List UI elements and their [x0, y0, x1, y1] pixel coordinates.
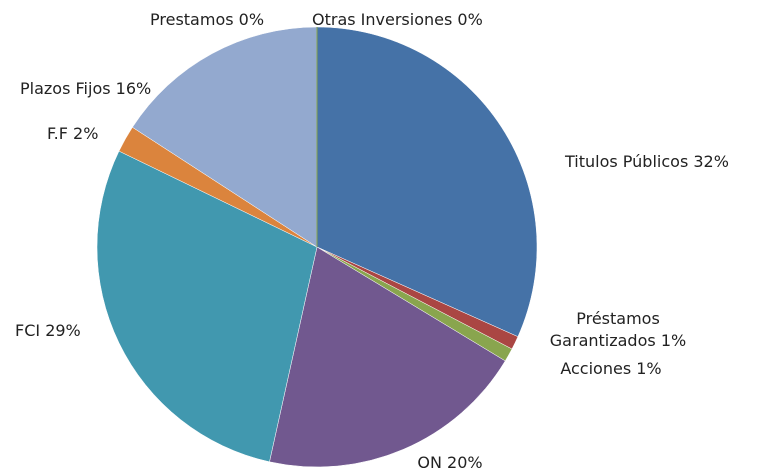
- category-label: Acciones: [560, 359, 632, 378]
- category-label: Prestamos: [150, 10, 234, 29]
- value-label: 32%: [693, 152, 729, 171]
- pie-slice: [96, 150, 318, 463]
- slice-label: F.F 2%: [47, 123, 147, 145]
- category-label: Préstamos Garantizados: [549, 309, 660, 350]
- pie-slice: [132, 26, 318, 248]
- category-label: FCI: [15, 321, 41, 340]
- slice-label: Otras Inversiones 0%: [312, 9, 532, 31]
- value-label: 0%: [457, 10, 483, 29]
- slice-label: Plazos Fijos 16%: [20, 78, 220, 100]
- category-label: F.F: [47, 124, 68, 143]
- value-label: 2%: [73, 124, 99, 143]
- value-label: 1%: [636, 359, 662, 378]
- category-label: Plazos Fijos: [20, 79, 111, 98]
- slice-label: FCI 29%: [15, 320, 135, 342]
- slice-label: Préstamos Garantizados 1%: [533, 308, 703, 352]
- pie-slice: [316, 26, 538, 338]
- category-label: Otras Inversiones: [312, 10, 453, 29]
- value-label: 0%: [238, 10, 265, 29]
- slice-label: ON 20%: [390, 452, 510, 472]
- value-label: 1%: [660, 331, 687, 350]
- category-label: ON: [417, 453, 442, 472]
- value-label: 16%: [115, 79, 152, 98]
- slice-label: Titulos Públicos 32%: [565, 151, 766, 173]
- slice-label: Prestamos 0%: [150, 9, 300, 31]
- category-label: Titulos Públicos: [565, 152, 689, 171]
- value-label: 20%: [447, 453, 483, 472]
- pie-slice: [269, 246, 506, 468]
- value-label: 29%: [45, 321, 81, 340]
- slice-label: Acciones 1%: [531, 358, 691, 380]
